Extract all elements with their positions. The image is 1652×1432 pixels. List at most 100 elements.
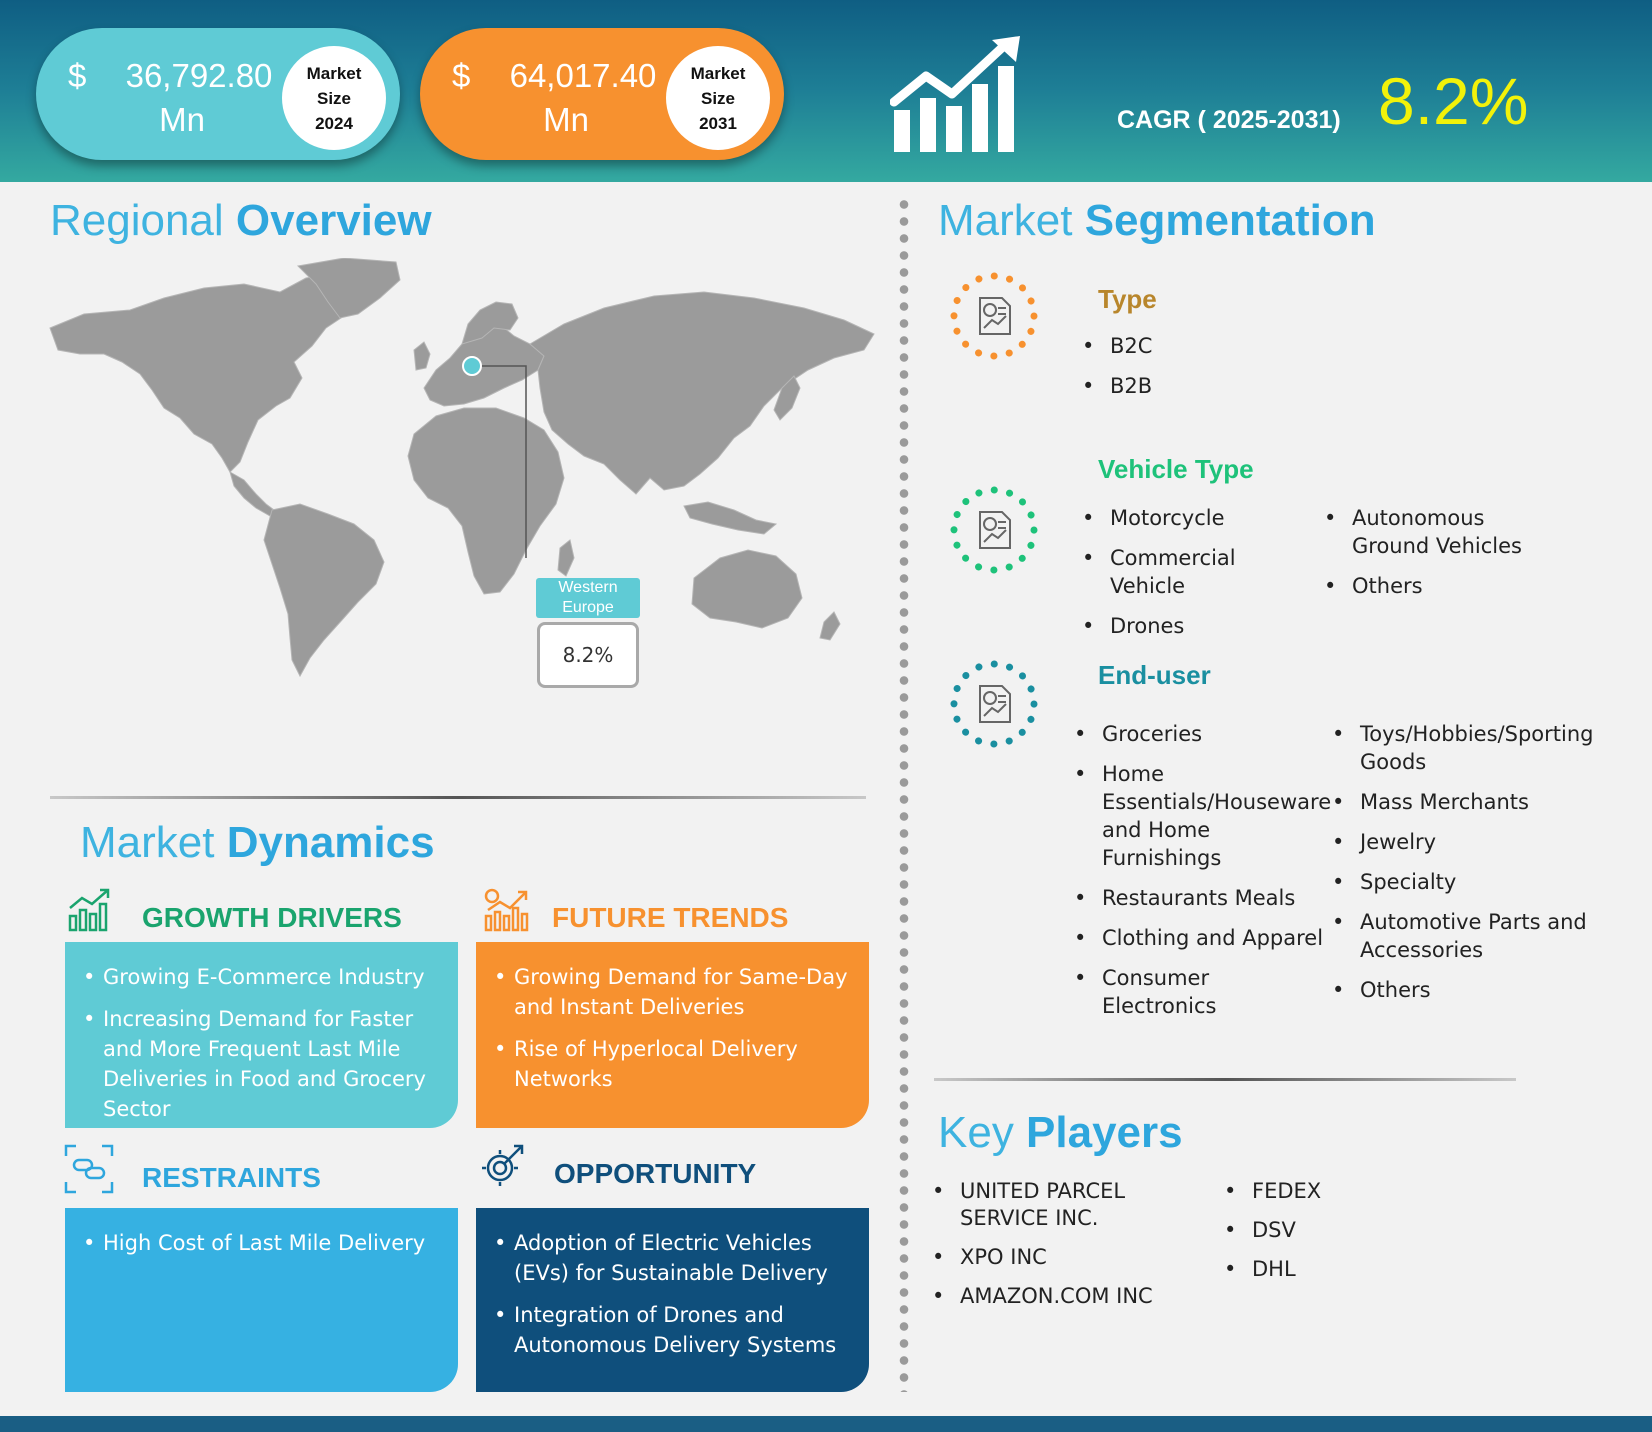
list-item: Commercial Vehicle xyxy=(1082,544,1312,600)
region-name-line2: Europe xyxy=(562,599,614,616)
list-item: Others xyxy=(1324,572,1564,600)
currency-symbol: $ xyxy=(68,57,87,94)
title-bold: Players xyxy=(1026,1108,1183,1157)
title-bold: Overview xyxy=(235,196,432,245)
badge-label-line1: Market xyxy=(306,63,362,83)
opportunity-gear-icon xyxy=(482,1144,524,1186)
market-value-unit: Mn xyxy=(159,101,205,138)
region-callout-value: 8.2% xyxy=(537,622,639,688)
title-light: Market xyxy=(80,818,227,867)
list-item: Rise of Hyperlocal Delivery Networks xyxy=(494,1034,849,1094)
end-user-heading: End-user xyxy=(1098,660,1211,690)
growth-chart-icon xyxy=(890,36,1020,152)
growth-drivers-list: Growing E-Commerce Industry Increasing D… xyxy=(83,962,438,1124)
restraints-list: High Cost of Last Mile Delivery xyxy=(83,1228,438,1258)
market-size-2024-badge: Market Size 2024 xyxy=(282,46,386,150)
list-item: UNITED PARCEL SERVICE INC. xyxy=(932,1178,1212,1232)
vehicle-type-list-col2: Autonomous Ground Vehicles Others xyxy=(1324,504,1564,612)
restraints-chain-icon xyxy=(64,1144,114,1194)
market-value-amount: 36,792.80 xyxy=(125,57,273,94)
title-bold: Segmentation xyxy=(1084,196,1376,245)
header-band: $ 36,792.80 Mn Market Size 2024 $ 64,017… xyxy=(0,0,1652,182)
list-item: Integration of Drones and Autonomous Del… xyxy=(494,1300,849,1360)
list-item: High Cost of Last Mile Delivery xyxy=(83,1228,438,1258)
badge-year: 2024 xyxy=(315,113,353,133)
region-callout-label: Western Europe xyxy=(536,578,640,618)
region-name-line1: Western xyxy=(558,579,618,596)
restraints-heading: RESTRAINTS xyxy=(142,1162,321,1193)
opportunity-heading: OPPORTUNITY xyxy=(554,1158,757,1189)
currency-symbol: $ xyxy=(452,57,471,94)
end-user-list-col1: Groceries Home Essentials/Houseware and … xyxy=(1074,720,1331,1032)
market-size-2031-pill: $ 64,017.40 Mn Market Size 2031 xyxy=(420,28,784,160)
key-players-list-col1: UNITED PARCEL SERVICE INC. XPO INC AMAZO… xyxy=(932,1178,1212,1322)
list-item: Jewelry xyxy=(1332,828,1592,856)
vehicle-type-list-col1: Motorcycle Commercial Vehicle Drones xyxy=(1082,504,1312,652)
list-item: Groceries xyxy=(1074,720,1330,748)
list-item: DHL xyxy=(1224,1256,1424,1283)
list-item: Growing Demand for Same-Day and Instant … xyxy=(494,962,849,1022)
world-map-icon xyxy=(49,258,875,678)
list-item: Growing E-Commerce Industry xyxy=(83,962,438,992)
list-item: Drones xyxy=(1082,612,1312,640)
type-list: B2C B2B xyxy=(1082,332,1152,412)
growth-drivers-box: Growing E-Commerce Industry Increasing D… xyxy=(65,942,458,1128)
market-segmentation-title: Market Segmentation xyxy=(938,196,1376,246)
market-value-amount: 64,017.40 xyxy=(509,57,657,94)
list-item: B2B xyxy=(1082,372,1152,400)
market-size-2024-value: $ 36,792.80 Mn xyxy=(62,54,302,142)
list-item: Restaurants Meals xyxy=(1074,884,1330,912)
key-players-title: Key Players xyxy=(938,1108,1183,1158)
list-item: Toys/Hobbies/Sporting Goods xyxy=(1332,720,1593,776)
list-item: Specialty xyxy=(1332,868,1592,896)
list-item: Home Essentials/Houseware and Home Furni… xyxy=(1074,760,1331,872)
future-trends-list: Growing Demand for Same-Day and Instant … xyxy=(494,962,849,1094)
market-size-2031-value: $ 64,017.40 Mn xyxy=(446,54,686,142)
key-players-list-col2: FEDEX DSV DHL xyxy=(1224,1178,1424,1295)
list-item: Automotive Parts and Accessories xyxy=(1332,908,1592,964)
list-item: Motorcycle xyxy=(1082,504,1312,532)
list-item: XPO INC xyxy=(932,1244,1212,1271)
cagr-label: CAGR ( 2025-2031) xyxy=(1117,106,1341,134)
title-light: Market xyxy=(938,196,1085,245)
future-trends-icon xyxy=(484,888,529,932)
title-light: Regional xyxy=(50,196,236,245)
list-item: B2C xyxy=(1082,332,1152,360)
badge-label-line1: Market xyxy=(690,63,746,83)
type-report-icon xyxy=(950,272,1038,360)
restraints-box: High Cost of Last Mile Delivery xyxy=(65,1208,458,1392)
list-item: AMAZON.COM INC xyxy=(932,1283,1212,1310)
list-item: Increasing Demand for Faster and More Fr… xyxy=(83,1004,438,1124)
list-item: DSV xyxy=(1224,1217,1424,1244)
title-bold: Dynamics xyxy=(226,818,435,867)
list-item: Mass Merchants xyxy=(1332,788,1592,816)
list-item: Autonomous Ground Vehicles xyxy=(1324,504,1564,560)
list-item: Clothing and Apparel xyxy=(1074,924,1330,952)
future-trends-heading: FUTURE TRENDS xyxy=(552,902,789,933)
growth-drivers-icon xyxy=(68,888,110,932)
growth-drivers-heading: GROWTH DRIVERS xyxy=(142,902,402,933)
opportunity-list: Adoption of Electric Vehicles (EVs) for … xyxy=(494,1228,849,1360)
market-size-2024-pill: $ 36,792.80 Mn Market Size 2024 xyxy=(36,28,400,160)
cagr-value: 8.2% xyxy=(1378,64,1529,138)
end-user-report-icon xyxy=(950,660,1038,748)
vehicle-type-report-icon xyxy=(950,486,1038,574)
vertical-dotted-divider xyxy=(898,196,910,1392)
opportunity-box: Adoption of Electric Vehicles (EVs) for … xyxy=(476,1208,869,1392)
list-item: Consumer Electronics xyxy=(1074,964,1330,1020)
market-dynamics-title: Market Dynamics xyxy=(80,818,435,868)
list-item: Adoption of Electric Vehicles (EVs) for … xyxy=(494,1228,849,1288)
section-divider xyxy=(50,796,866,799)
footer-band xyxy=(0,1416,1652,1432)
future-trends-box: Growing Demand for Same-Day and Instant … xyxy=(476,942,869,1128)
section-divider xyxy=(934,1078,1516,1081)
vehicle-type-heading: Vehicle Type xyxy=(1098,454,1254,484)
market-value-unit: Mn xyxy=(543,101,589,138)
end-user-list-col2: Toys/Hobbies/Sporting Goods Mass Merchan… xyxy=(1332,720,1593,1016)
badge-label-line2: Size xyxy=(316,88,352,108)
list-item: Others xyxy=(1332,976,1592,1004)
regional-overview-title: Regional Overview xyxy=(50,196,432,246)
type-heading: Type xyxy=(1098,284,1157,314)
badge-year: 2031 xyxy=(699,113,737,133)
